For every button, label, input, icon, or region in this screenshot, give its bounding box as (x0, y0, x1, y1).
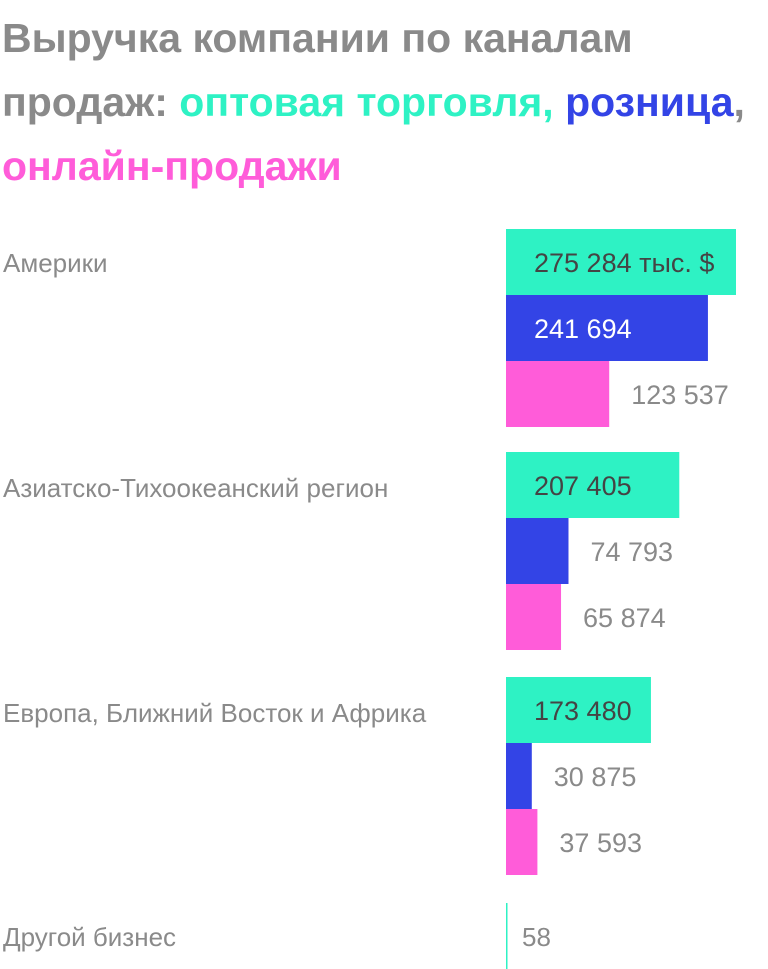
legend-wholesale: оптовая торговля, (179, 79, 554, 125)
bar-wholesale (506, 229, 736, 295)
legend-separator: , (733, 79, 745, 125)
chart-title: Выручка компании по каналам продаж: опто… (2, 6, 762, 198)
bar-online (506, 584, 562, 650)
value-label: 241 694 (534, 314, 632, 344)
value-label: 275 284 тыс. $ (534, 248, 714, 278)
bar-online (506, 809, 538, 875)
value-label: 123 537 (631, 380, 729, 410)
category-label: Азиатско-Тихоокеанский регион (3, 473, 388, 503)
value-label: 173 480 (534, 696, 632, 726)
bar-retail (506, 743, 532, 809)
bar-wholesale (506, 452, 680, 518)
bar-wholesale (506, 677, 651, 743)
category-label: Европа, Ближний Восток и Африка (3, 698, 427, 728)
value-label: 207 405 (534, 471, 632, 501)
category-label: Америки (3, 248, 108, 278)
value-label: 74 793 (590, 537, 673, 567)
bar-other (506, 903, 508, 969)
bar-retail (506, 295, 708, 361)
value-label: 65 874 (583, 603, 666, 633)
legend-retail: розница (565, 79, 734, 125)
value-label: 37 593 (559, 828, 642, 858)
bar-online (506, 361, 610, 427)
value-label: 58 (522, 922, 551, 952)
value-label: 30 875 (554, 762, 637, 792)
legend-online: онлайн-продажи (2, 143, 342, 189)
category-label: Другой бизнес (3, 922, 176, 952)
bar-retail (506, 518, 569, 584)
title-prefix: Выручка компании по каналам продаж: (2, 15, 633, 125)
